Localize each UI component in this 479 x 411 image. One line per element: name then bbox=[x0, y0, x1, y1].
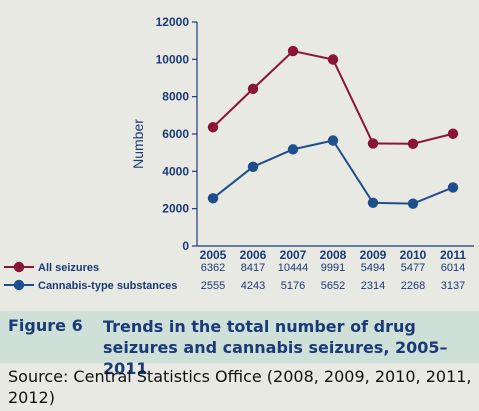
table-cell: 5494 bbox=[361, 262, 385, 274]
data-point bbox=[207, 193, 219, 204]
table-cell: 4243 bbox=[241, 280, 265, 292]
table-cell: 6014 bbox=[441, 262, 465, 274]
figure-label: Figure 6 bbox=[8, 316, 83, 335]
x-tick-label: 2005 bbox=[200, 248, 227, 262]
data-point bbox=[247, 161, 259, 172]
legend-label-1: Cannabis-type substances bbox=[38, 280, 177, 292]
legend-label-0: All seizures bbox=[38, 262, 99, 274]
y-tick-label: 4000 bbox=[162, 164, 189, 178]
data-point bbox=[327, 54, 339, 65]
table-cell: 9991 bbox=[321, 262, 345, 274]
table-cell: 6362 bbox=[201, 262, 225, 274]
table-cell: 10444 bbox=[278, 262, 309, 274]
data-point bbox=[287, 45, 299, 57]
data-point bbox=[247, 83, 259, 95]
data-point bbox=[327, 135, 339, 146]
x-tick-label: 2008 bbox=[320, 248, 347, 262]
table-cell: 5477 bbox=[401, 262, 425, 274]
table-cell: 3137 bbox=[441, 280, 465, 292]
y-tick-label: 2000 bbox=[162, 202, 189, 216]
x-tick-label: 2007 bbox=[280, 248, 307, 262]
series-line-0 bbox=[212, 49, 454, 145]
data-point bbox=[407, 138, 419, 149]
x-tick-label: 2011 bbox=[440, 248, 466, 262]
x-tick-label: 2009 bbox=[360, 248, 387, 262]
table-cell: 2314 bbox=[361, 280, 385, 292]
y-axis-title: Number bbox=[130, 119, 146, 169]
figure-caption: Figure 6 Trends in the total number of d… bbox=[0, 311, 479, 378]
legend-marker-1 bbox=[13, 279, 25, 291]
line-chart: 0 2000 4000 6000 8000 10000 12000 Number 2005 200… bbox=[4, 15, 474, 292]
figure-title: Trends in the total number of drug seizu… bbox=[103, 317, 448, 378]
data-point bbox=[367, 197, 379, 209]
y-tick-label: 6000 bbox=[162, 127, 189, 141]
table-cell: 2268 bbox=[401, 280, 425, 292]
table-cell: 2555 bbox=[201, 280, 225, 292]
data-point bbox=[287, 144, 299, 155]
data-point bbox=[447, 128, 459, 139]
data-point bbox=[407, 198, 419, 209]
table-cell: 5176 bbox=[281, 280, 305, 292]
data-point bbox=[207, 122, 219, 133]
x-tick-label: 2006 bbox=[240, 248, 267, 262]
y-tick-label: 8000 bbox=[162, 90, 189, 104]
y-tick-label: 12000 bbox=[156, 15, 190, 29]
series-line-1 bbox=[212, 139, 454, 205]
x-tick-label: 2010 bbox=[400, 248, 427, 262]
legend-marker-0 bbox=[13, 261, 25, 273]
y-tick-label: 0 bbox=[182, 239, 189, 253]
table-cell: 5652 bbox=[321, 280, 345, 292]
source-note: Source: Central Statistics Office (2008,… bbox=[8, 367, 472, 407]
data-point bbox=[447, 182, 459, 193]
table-cell: 8417 bbox=[241, 262, 265, 274]
y-tick-label: 10000 bbox=[156, 52, 190, 66]
data-point bbox=[367, 138, 379, 149]
